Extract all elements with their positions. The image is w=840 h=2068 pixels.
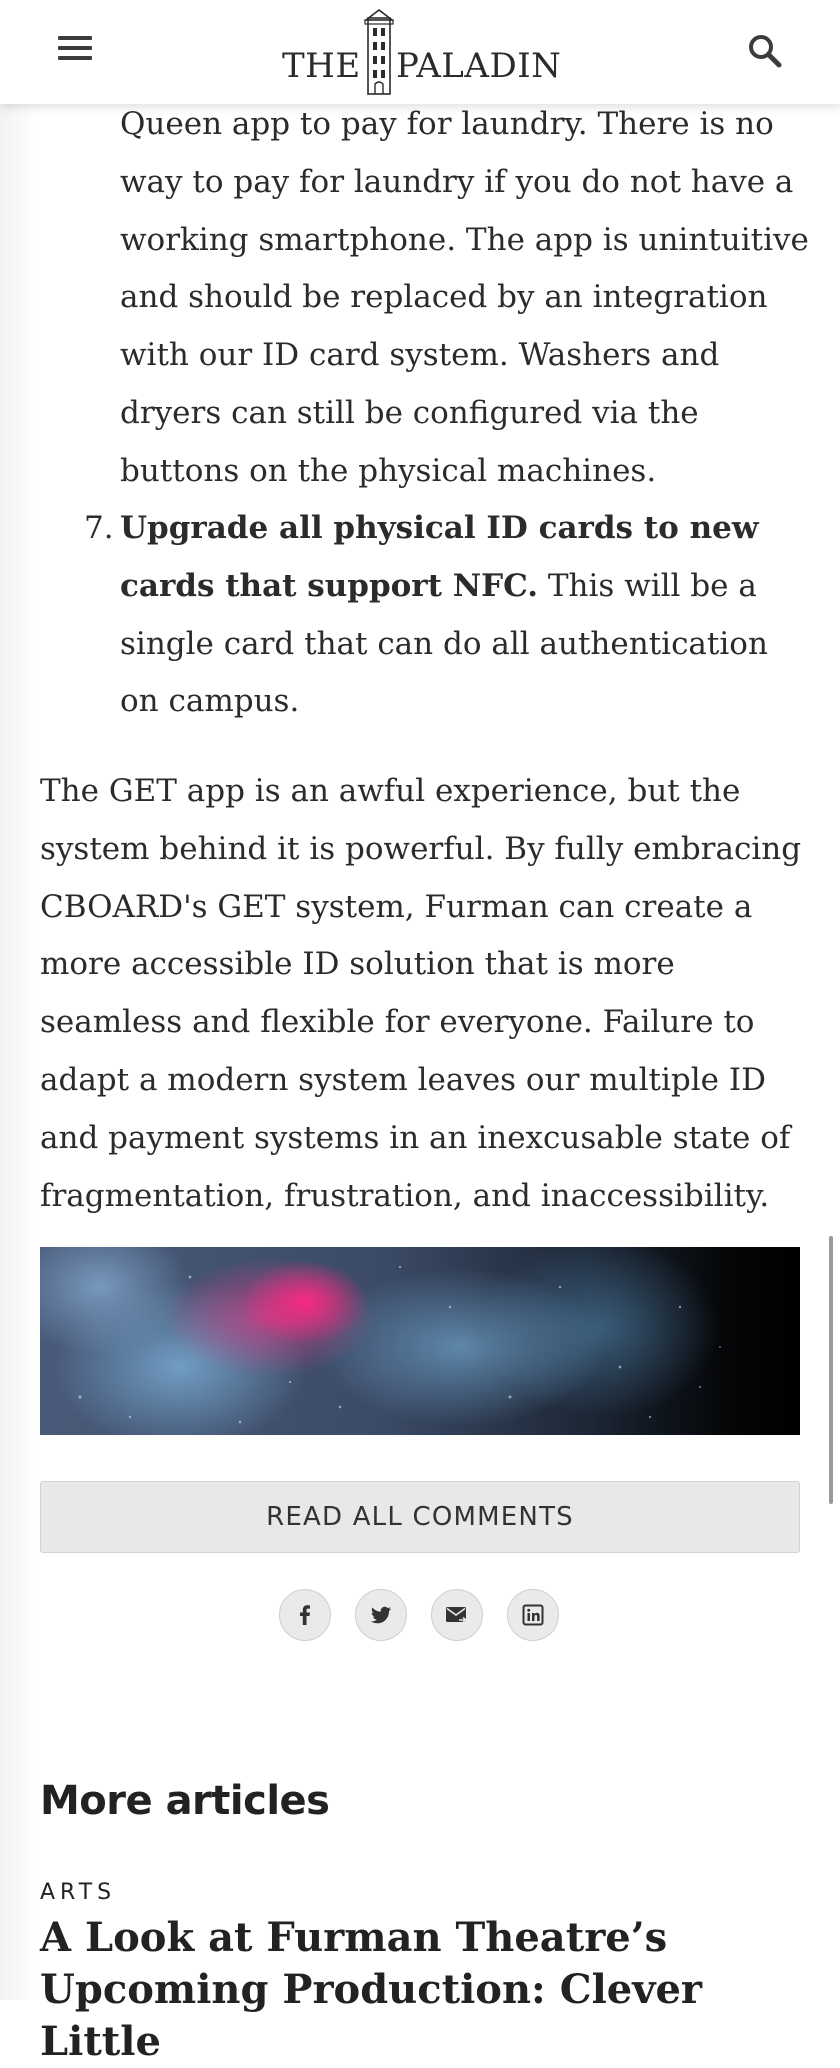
linkedin-icon [522,1604,544,1626]
article-category[interactable]: ARTS [40,1880,117,1905]
menu-icon-bar [58,56,92,60]
twitter-icon [371,1606,391,1624]
list-item-7-text: This will be a single card that can do a… [120,567,768,720]
email-icon [446,1607,468,1624]
tower-logo-icon [363,8,395,95]
search-button[interactable] [746,32,784,70]
share-buttons [279,1589,561,1641]
scrollbar-thumb[interactable] [829,1236,833,1504]
share-facebook-button[interactable] [279,1589,331,1641]
site-logo[interactable]: THE PALADIN [282,8,562,96]
logo-the-text: THE [282,46,361,86]
share-twitter-button[interactable] [355,1589,407,1641]
advertisement-banner-image[interactable] [40,1247,800,1435]
read-all-comments-button[interactable]: READ ALL COMMENTS [40,1481,800,1553]
logo-name-text: PALADIN [396,46,562,86]
menu-icon-bar [58,46,92,50]
related-article-title-link[interactable]: A Look at Furman Theatre’s Upcoming Prod… [40,1914,702,2065]
site-header: THE PALADIN [0,0,840,104]
list-item-7-bold: Upgrade all physical ID cards to new car… [120,510,759,604]
facebook-icon [300,1605,310,1625]
list-item-6-continuation: Queen app to pay for laundry. There is n… [120,106,809,489]
closing-paragraph: The GET app is an awful experience, but … [40,773,802,1214]
page-edge-shadow [0,0,38,2000]
list-item-number: 7. [84,510,114,546]
share-linkedin-button[interactable] [507,1589,559,1641]
search-icon [749,35,782,68]
banner-particles [78,1265,721,1424]
menu-icon [58,36,92,40]
list-item-7: Upgrade all physical ID cards to new car… [120,500,810,731]
more-articles-heading: More articles [40,1778,330,1824]
share-email-button[interactable] [431,1589,483,1641]
menu-button[interactable] [58,36,92,66]
